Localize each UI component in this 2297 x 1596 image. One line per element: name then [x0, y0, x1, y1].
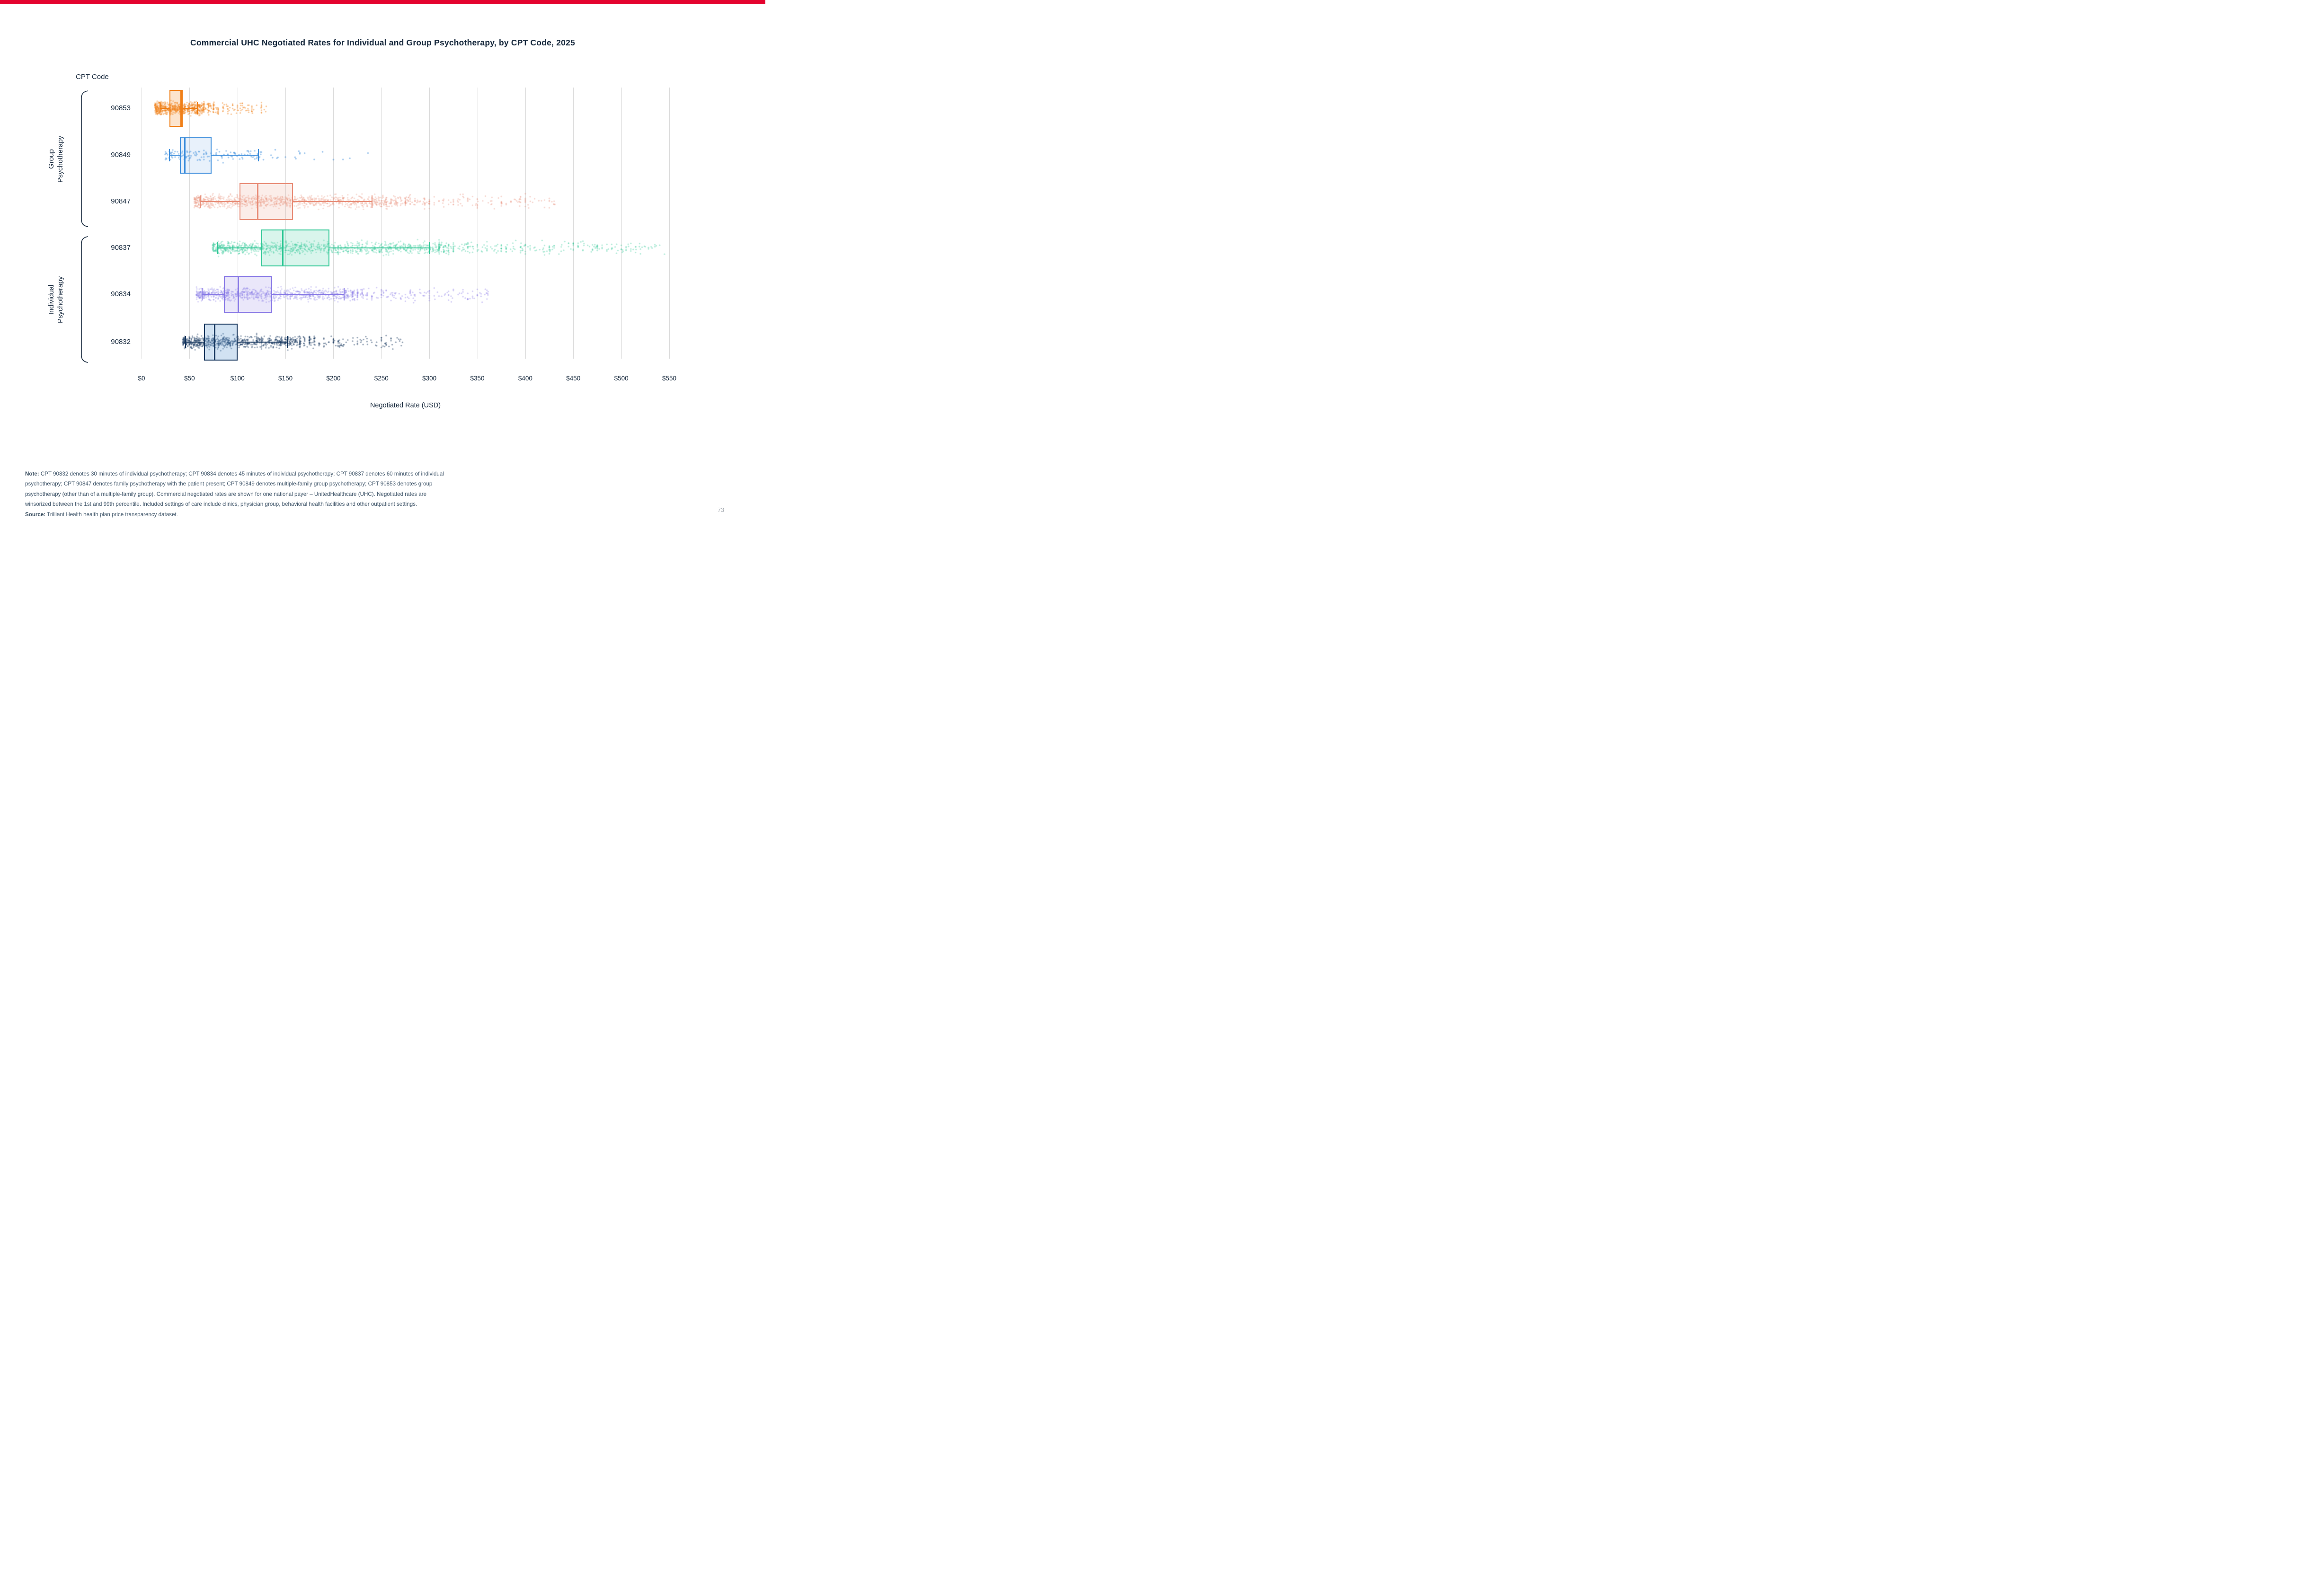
median-90853 — [180, 91, 182, 126]
note-line: psychotherapy (other than of a multiple-… — [25, 491, 427, 497]
x-tick-label: $100 — [230, 375, 245, 382]
cpt-row-label-90832: 90832 — [111, 338, 131, 346]
cpt-row-label-90849: 90849 — [111, 151, 131, 159]
cpt-row-label-90847: 90847 — [111, 197, 131, 205]
note-line: Source: Trilliant Health health plan pri… — [25, 511, 178, 518]
note-line: Note: CPT 90832 denotes 30 minutes of in… — [25, 471, 444, 477]
page-number: 73 — [718, 507, 724, 513]
median-90837 — [282, 230, 284, 265]
plot-area — [0, 0, 765, 532]
box-90853 — [169, 90, 183, 127]
cpt-row-label-90834: 90834 — [111, 290, 131, 298]
median-90832 — [213, 325, 215, 360]
x-tick-label: $200 — [326, 375, 341, 382]
note-label: Note: — [25, 471, 39, 477]
median-90849 — [184, 138, 186, 173]
group-label-group-psychotherapy: Group Psychotherapy — [47, 91, 65, 227]
x-tick-label: $50 — [184, 375, 195, 382]
group-label-line: Group — [47, 149, 55, 169]
report-page: Commercial UHC Negotiated Rates for Indi… — [0, 0, 765, 532]
cpt-row-label-90853: 90853 — [111, 104, 131, 112]
x-tick-label: $150 — [278, 375, 293, 382]
note-label: Source: — [25, 511, 46, 518]
group-label-line: Individual — [47, 284, 55, 315]
median-90834 — [238, 277, 239, 312]
cpt-row-label-90837: 90837 — [111, 244, 131, 252]
box-90834 — [224, 276, 272, 313]
x-tick-label: $300 — [422, 375, 437, 382]
x-tick-label: $450 — [566, 375, 581, 382]
median-90847 — [257, 184, 258, 219]
x-tick-label: $500 — [614, 375, 629, 382]
x-tick-label: $550 — [662, 375, 677, 382]
group-label-line: Psychotherapy — [56, 276, 64, 323]
x-tick-label: $0 — [138, 375, 145, 382]
note-line: psychotherapy; CPT 90847 denotes family … — [25, 481, 433, 487]
x-tick-label: $350 — [470, 375, 485, 382]
note-line: winsorized between the 1st and 99th perc… — [25, 501, 417, 508]
x-tick-label: $250 — [374, 375, 389, 382]
group-label-line: Psychotherapy — [56, 135, 64, 183]
box-90837 — [261, 229, 330, 266]
jitter-points-canvas — [0, 0, 765, 379]
box-90847 — [239, 183, 293, 220]
x-tick-label: $400 — [518, 375, 532, 382]
x-axis-title: Negotiated Rate (USD) — [370, 402, 441, 409]
group-label-individual-psychotherapy: Individual Psychotherapy — [47, 237, 65, 362]
box-90832 — [204, 324, 238, 361]
box-90849 — [180, 137, 212, 174]
note-block: Note: CPT 90832 denotes 30 minutes of in… — [25, 469, 444, 520]
